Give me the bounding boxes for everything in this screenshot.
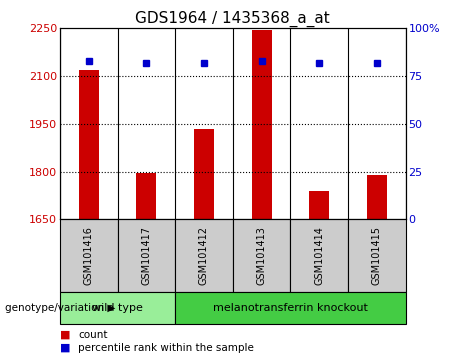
- Bar: [367, 175, 387, 219]
- Text: ■: ■: [60, 343, 71, 353]
- Text: genotype/variation ▶: genotype/variation ▶: [5, 303, 115, 313]
- Bar: [79, 70, 99, 219]
- Text: GSM101416: GSM101416: [84, 226, 94, 285]
- Bar: [60, 292, 175, 324]
- Text: wild type: wild type: [92, 303, 143, 313]
- Bar: [290, 219, 348, 292]
- Bar: [136, 173, 156, 219]
- Text: GSM101417: GSM101417: [142, 226, 151, 285]
- Bar: [175, 219, 233, 292]
- Bar: [233, 219, 290, 292]
- Text: melanotransferrin knockout: melanotransferrin knockout: [213, 303, 368, 313]
- Bar: [175, 292, 406, 324]
- Bar: [118, 219, 175, 292]
- Title: GDS1964 / 1435368_a_at: GDS1964 / 1435368_a_at: [136, 11, 330, 27]
- Text: percentile rank within the sample: percentile rank within the sample: [78, 343, 254, 353]
- Text: GSM101414: GSM101414: [314, 226, 324, 285]
- Bar: [309, 191, 329, 219]
- Bar: [252, 30, 272, 219]
- Bar: [348, 219, 406, 292]
- Bar: [194, 129, 214, 219]
- Text: ■: ■: [60, 330, 71, 339]
- Text: GSM101413: GSM101413: [257, 226, 266, 285]
- Bar: [60, 219, 118, 292]
- Text: GSM101415: GSM101415: [372, 226, 382, 285]
- Text: GSM101412: GSM101412: [199, 226, 209, 285]
- Text: count: count: [78, 330, 108, 339]
